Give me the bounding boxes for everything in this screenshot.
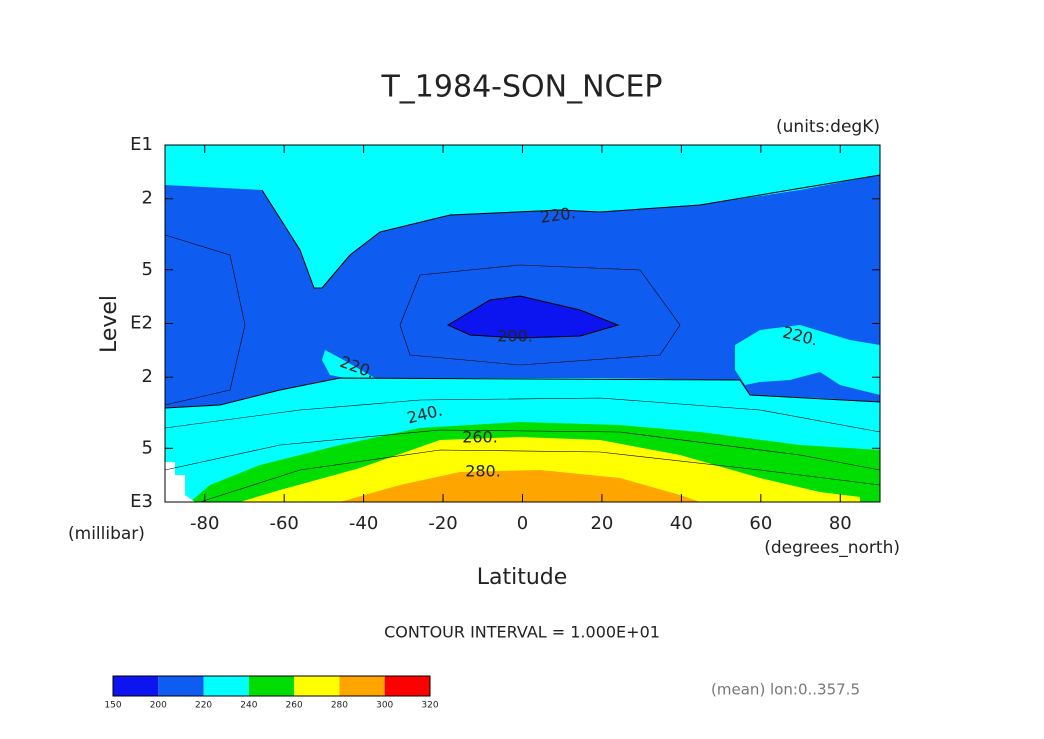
contour-line: [199, 449, 881, 503]
contour-line: [446, 295, 620, 339]
x-tick-label: -40: [349, 513, 378, 534]
colorbar-label: 280: [331, 701, 348, 711]
x-tick-label: 0: [517, 513, 528, 534]
footnote: (mean) lon:0..357.5: [711, 681, 860, 699]
colorbar-label: 320: [421, 701, 438, 711]
x-tick-label: 60: [749, 513, 772, 534]
contour-line: [399, 264, 681, 366]
colorbar-label: 260: [286, 701, 303, 711]
contour-region: [448, 296, 618, 338]
x-tick-label: -60: [269, 513, 298, 534]
contour-region: [735, 325, 880, 395]
colorbar-label: 300: [376, 701, 393, 711]
y-axis-units: (millibar): [68, 524, 145, 544]
colorbar-swatch: [384, 676, 430, 696]
y-tick-label: 2: [142, 366, 153, 387]
y-tick-label: 5: [142, 437, 153, 458]
y-tick-label: E3: [130, 491, 153, 512]
colorbar-label: 240: [240, 701, 257, 711]
colorbar-swatch: [203, 676, 249, 696]
colorbar-swatch: [113, 676, 159, 696]
contour-label: 260.: [462, 428, 498, 447]
x-tick-label: -80: [190, 513, 219, 534]
x-tick-label: 80: [829, 513, 852, 534]
contour-region: [340, 470, 700, 502]
contour-region: [240, 437, 860, 502]
colorbar-label: 200: [150, 701, 167, 711]
y-axis-label: Level: [97, 295, 122, 353]
contour-line: [164, 234, 246, 406]
x-tick-label: 40: [670, 513, 693, 534]
contour-region: [322, 350, 375, 378]
colorbar-swatch: [248, 676, 295, 696]
contour-line: [164, 429, 881, 471]
colorbar-label: 150: [104, 701, 121, 711]
contour-line: [261, 174, 881, 289]
chart-title: T_1984-SON_NCEP: [380, 70, 662, 105]
y-tick-label: 2: [142, 188, 153, 209]
missing-data: [165, 462, 195, 502]
y-tick-label: E1: [130, 134, 153, 155]
contour-label: 280.: [465, 462, 501, 481]
y-tick-label: E2: [130, 313, 153, 334]
contour-label: 200.: [497, 327, 533, 346]
colorbar-frame: [112, 675, 431, 697]
contour-label: 220.: [539, 203, 577, 227]
contour-line: [164, 377, 881, 409]
x-axis-units: (degrees_north): [764, 538, 900, 558]
x-tick-label: 20: [590, 513, 613, 534]
x-axis-label: Latitude: [477, 565, 568, 590]
colorbar-swatch: [294, 676, 340, 696]
colorbar-swatch: [158, 676, 204, 696]
contour-line: [164, 397, 881, 433]
contour-region: [165, 175, 880, 408]
colorbar-label: 220: [195, 701, 212, 711]
x-tick-label: -20: [428, 513, 457, 534]
colorbar-swatch: [339, 676, 385, 696]
units-label: (units:degK): [776, 117, 880, 137]
y-tick-label: 5: [142, 259, 153, 280]
contour-interval: CONTOUR INTERVAL = 1.000E+01: [384, 623, 660, 642]
